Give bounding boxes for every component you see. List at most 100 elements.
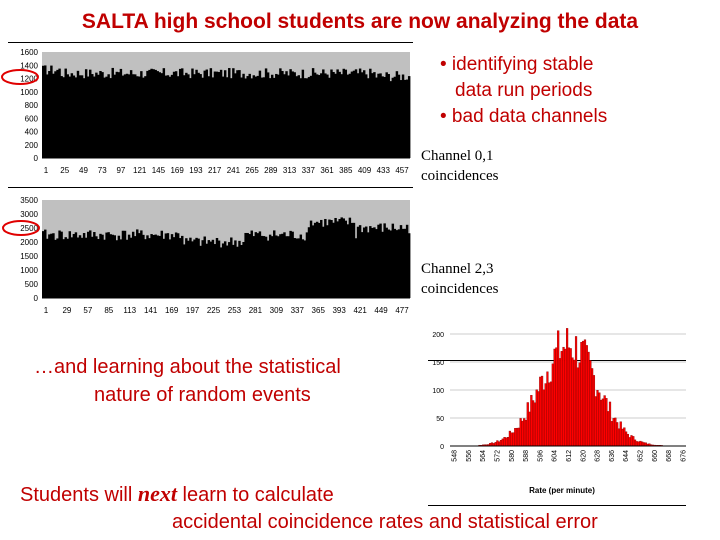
histogram-bar xyxy=(551,363,554,447)
bar xyxy=(391,77,395,158)
histogram-bar xyxy=(546,371,549,447)
bar xyxy=(46,238,49,298)
bar xyxy=(176,233,180,298)
bar xyxy=(375,229,378,298)
histogram-bar xyxy=(515,427,519,447)
y-tick-label: 1000 xyxy=(20,88,38,97)
histogram-bar xyxy=(576,367,579,447)
bar xyxy=(377,224,380,298)
bar xyxy=(228,68,231,158)
y-tick-label: 0 xyxy=(34,154,39,163)
x-tick-label: 449 xyxy=(374,306,388,315)
bar xyxy=(160,230,164,298)
bar xyxy=(91,236,94,298)
bar xyxy=(185,72,188,158)
bar xyxy=(80,75,84,158)
bar xyxy=(158,235,161,298)
bar xyxy=(405,79,409,158)
y-tick-label: 50 xyxy=(436,416,444,423)
bar xyxy=(350,71,354,158)
bar xyxy=(97,239,100,298)
bar xyxy=(86,76,90,158)
bar xyxy=(205,69,208,158)
channel-23-label: Channel 2,3 coincidences xyxy=(421,259,498,299)
bar xyxy=(315,221,319,298)
bar xyxy=(405,224,409,298)
histogram-bar xyxy=(614,417,617,447)
bar xyxy=(289,69,292,158)
histogram-bar xyxy=(523,418,526,447)
bar xyxy=(181,235,184,298)
bar xyxy=(270,74,274,158)
rate-histogram: 200 150 100 50 0 548 556 564 572 580 588 596 604 612… xyxy=(432,328,687,495)
histogram-bar xyxy=(582,340,585,447)
bar xyxy=(172,71,176,158)
histogram-bar xyxy=(580,341,583,447)
bar xyxy=(377,73,380,158)
bar xyxy=(250,230,253,298)
y-tick-label: 1500 xyxy=(20,252,38,261)
bar xyxy=(60,231,63,298)
bar xyxy=(187,74,190,158)
bar xyxy=(270,236,274,298)
bar xyxy=(387,74,390,158)
y-tick-label: 150 xyxy=(432,360,444,367)
bar xyxy=(281,71,284,158)
bar xyxy=(381,76,384,158)
bar xyxy=(166,233,170,298)
histogram-bar xyxy=(616,422,619,447)
chart-separator xyxy=(8,187,413,188)
x-tick-label: 564 xyxy=(480,450,487,462)
bar xyxy=(258,70,262,158)
bar xyxy=(178,238,182,298)
x-tick-label: 477 xyxy=(395,306,409,315)
histogram-bar xyxy=(510,432,513,447)
histogram-bar xyxy=(578,362,581,447)
bar xyxy=(344,69,348,158)
bar xyxy=(244,232,247,298)
y-tick-label: 500 xyxy=(25,280,39,289)
bar xyxy=(236,70,239,158)
bar xyxy=(129,237,133,298)
x-tick-label: 393 xyxy=(332,306,346,315)
bar xyxy=(60,76,63,158)
histogram-bar xyxy=(596,390,599,447)
bar xyxy=(326,225,329,298)
y-tick-label: 3500 xyxy=(20,196,38,205)
histogram-bar xyxy=(537,391,540,447)
histogram-bar xyxy=(539,376,542,447)
histogram-bar xyxy=(621,428,624,447)
bar xyxy=(140,71,143,158)
x-tick-label: 660 xyxy=(652,450,659,462)
bar xyxy=(367,78,370,158)
x-tick-label: 1 xyxy=(44,306,49,315)
histogram-bar xyxy=(508,430,511,447)
x-tick-label: 253 xyxy=(228,306,242,315)
bar xyxy=(131,74,135,158)
bar xyxy=(260,235,264,298)
bar xyxy=(138,76,141,158)
bar xyxy=(101,234,104,298)
bar xyxy=(97,74,100,158)
x-tick-label: 309 xyxy=(270,306,284,315)
bar xyxy=(373,72,376,158)
bar xyxy=(201,77,204,158)
bar xyxy=(301,69,305,158)
bar xyxy=(401,74,405,158)
histogram-bar xyxy=(532,400,535,447)
bar xyxy=(152,69,155,158)
bar xyxy=(78,75,82,158)
bar xyxy=(99,70,102,158)
bar xyxy=(86,231,90,298)
x-tick-label: 197 xyxy=(186,306,200,315)
bar xyxy=(101,72,104,158)
bar xyxy=(189,237,192,298)
bar xyxy=(207,76,211,158)
bar xyxy=(299,78,303,158)
bar xyxy=(197,238,200,298)
histogram-bar xyxy=(607,411,610,447)
y-axis: 200 150 100 50 0 xyxy=(432,332,686,451)
bar xyxy=(131,231,135,298)
x-tick-label: 1 xyxy=(44,166,49,175)
bar xyxy=(125,73,129,158)
